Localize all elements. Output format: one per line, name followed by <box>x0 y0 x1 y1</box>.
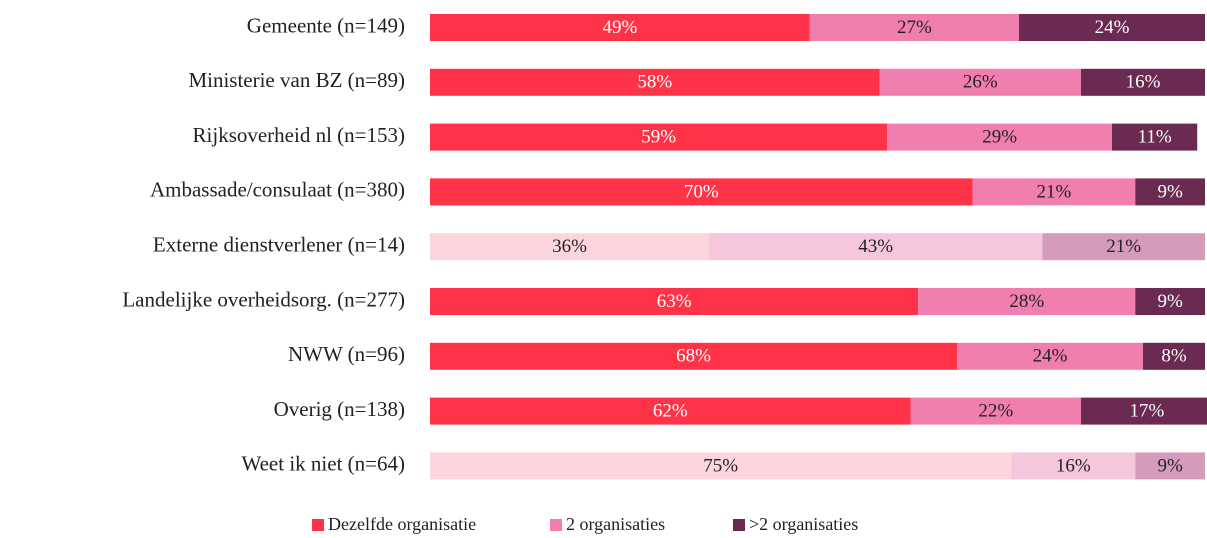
legend-swatch <box>312 519 324 531</box>
value-label: 17% <box>1129 400 1164 421</box>
bar-segment <box>918 288 1136 315</box>
value-label: 58% <box>637 72 672 93</box>
value-label: 68% <box>676 346 711 367</box>
value-label: 26% <box>963 72 998 93</box>
value-label: 9% <box>1157 455 1183 476</box>
bar-segment <box>1081 68 1205 96</box>
category-label: Weet ik niet (n=64) <box>241 452 405 476</box>
value-label: 9% <box>1157 291 1183 312</box>
bar-segment <box>809 14 1019 41</box>
category-label: Overig (n=138) <box>274 397 405 421</box>
value-label: 21% <box>1106 236 1141 257</box>
bar-segment <box>430 178 973 206</box>
bar-segment <box>430 452 1012 480</box>
value-label: 27% <box>897 17 932 38</box>
bar-segment <box>1011 452 1136 480</box>
bar-segment <box>430 123 888 151</box>
value-label: 28% <box>1009 291 1044 312</box>
legend-label: >2 organisaties <box>749 514 858 534</box>
bar-segment <box>887 123 1112 151</box>
category-label: Externe dienstverlener (n=14) <box>153 233 405 257</box>
value-label: 11% <box>1138 126 1172 147</box>
value-label: 8% <box>1161 346 1187 367</box>
bar-segment <box>430 342 957 370</box>
value-label: 62% <box>653 400 688 421</box>
category-label: Landelijke overheidsorg. (n=277) <box>122 287 405 311</box>
category-label: NWW (n=96) <box>288 342 405 366</box>
value-label: 16% <box>1126 72 1161 93</box>
value-label: 49% <box>602 17 637 38</box>
value-label: 29% <box>982 126 1017 147</box>
bar-segment <box>1019 14 1205 41</box>
bar-segment <box>1143 342 1205 370</box>
value-label: 70% <box>684 181 719 202</box>
value-label: 36% <box>552 236 587 257</box>
bar-segment <box>879 68 1081 96</box>
bar-segment <box>1135 288 1205 315</box>
bar-segment <box>430 288 919 315</box>
value-label: 22% <box>978 400 1013 421</box>
legend-label: 2 organisaties <box>566 514 665 534</box>
bar-segment <box>957 342 1143 370</box>
value-label: 24% <box>1033 346 1068 367</box>
bar-segment <box>910 397 1081 425</box>
category-label: Ministerie van BZ (n=89) <box>188 68 405 92</box>
bar-segment <box>1081 397 1207 425</box>
bar-segment <box>709 233 1043 261</box>
bar-segment <box>1112 123 1198 151</box>
value-label: 75% <box>703 455 738 476</box>
bar-segment <box>1135 178 1205 206</box>
value-label: 21% <box>1036 181 1071 202</box>
legend-label: Dezelfde organisatie <box>328 514 476 534</box>
category-label: Ambassade/consulaat (n=380) <box>150 178 405 202</box>
bar-segment <box>430 68 880 96</box>
bar-segment <box>430 397 911 425</box>
bar-segment <box>430 233 709 261</box>
legend-swatch <box>733 519 745 531</box>
value-label: 59% <box>641 126 676 147</box>
value-label: 16% <box>1056 455 1091 476</box>
bar-segment <box>430 14 810 41</box>
bar-segment <box>1042 233 1205 261</box>
bar-segment <box>1135 452 1205 480</box>
bar-segment <box>972 178 1136 206</box>
category-label: Gemeente (n=149) <box>247 13 405 37</box>
value-label: 43% <box>858 236 893 257</box>
value-label: 24% <box>1095 17 1130 38</box>
value-label: 63% <box>657 291 692 312</box>
value-label: 9% <box>1157 181 1183 202</box>
legend-swatch <box>550 519 562 531</box>
category-label: Rijksoverheid nl (n=153) <box>193 123 405 147</box>
